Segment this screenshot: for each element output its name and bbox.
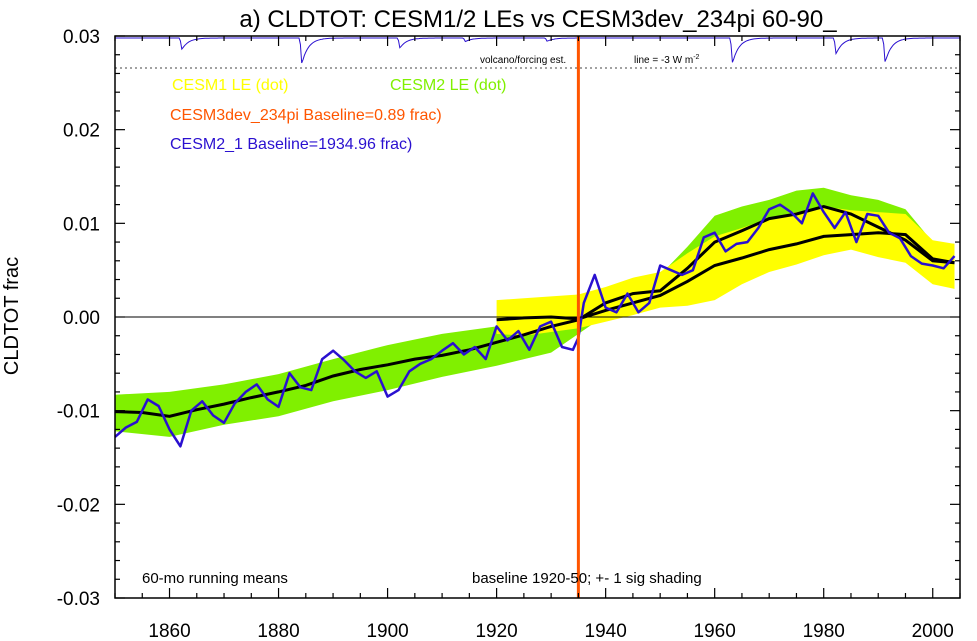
axes: 1860 1880 1900 1920 1940 1960 1980 2000 0.03 0.02… — [57, 27, 961, 641]
line-note: line = -3 W m-2 — [634, 54, 700, 66]
y-tick-label: 0.01 — [63, 214, 100, 235]
y-tick-label: 0.00 — [63, 308, 100, 329]
line-cesm2-1 — [114, 192, 956, 448]
data-lines — [114, 192, 956, 448]
legend-cesm2: CESM2 LE (dot) — [390, 77, 506, 94]
baseline-note: baseline 1920-50; +- 1 sig shading — [472, 570, 702, 587]
shaded-bands — [115, 187, 955, 437]
running-means-note: 60-mo running means — [142, 570, 288, 587]
reference-lines — [115, 36, 960, 598]
y-tick-label: -0.02 — [57, 495, 100, 516]
x-tick-label: 1880 — [257, 621, 299, 641]
x-tick-label: 2000 — [912, 621, 954, 641]
y-tick-label: -0.01 — [57, 402, 100, 423]
legend-cesm1: CESM1 LE (dot) — [172, 77, 288, 94]
y-tick-label: -0.03 — [57, 589, 100, 610]
band-cesm2-le-dot- — [115, 187, 955, 437]
y-tick-label: 0.02 — [63, 121, 100, 142]
legend-cesm3: CESM3dev_234pi Baseline=0.89 frac) — [170, 107, 442, 124]
x-tick-label: 1980 — [803, 621, 845, 641]
x-tick-label: 1960 — [694, 621, 736, 641]
x-tick-label: 1920 — [475, 621, 517, 641]
legend: CESM1 LE (dot) CESM2 LE (dot) CESM3dev_2… — [170, 77, 506, 153]
mean-cesm1-le-mean — [496, 231, 955, 322]
y-tick-label: 0.03 — [63, 27, 100, 48]
line-note-superscript: -2 — [693, 54, 699, 61]
volcano-trace — [115, 37, 960, 64]
chart-title: a) CLDTOT: CESM1/2 LEs vs CESM3dev_234pi… — [239, 6, 837, 33]
x-tick-label: 1940 — [585, 621, 627, 641]
x-tick-label: 1900 — [366, 621, 408, 641]
volcano-forcing-trace — [115, 37, 960, 64]
y-axis-label: CLDTOT frac — [1, 257, 23, 375]
x-tick-label: 1860 — [148, 621, 190, 641]
volcano-note: volcano/forcing est. — [480, 55, 566, 66]
legend-cesm21: CESM2_1 Baseline=1934.96 frac) — [170, 136, 412, 153]
band-cesm1-le-dot- — [496, 206, 955, 336]
